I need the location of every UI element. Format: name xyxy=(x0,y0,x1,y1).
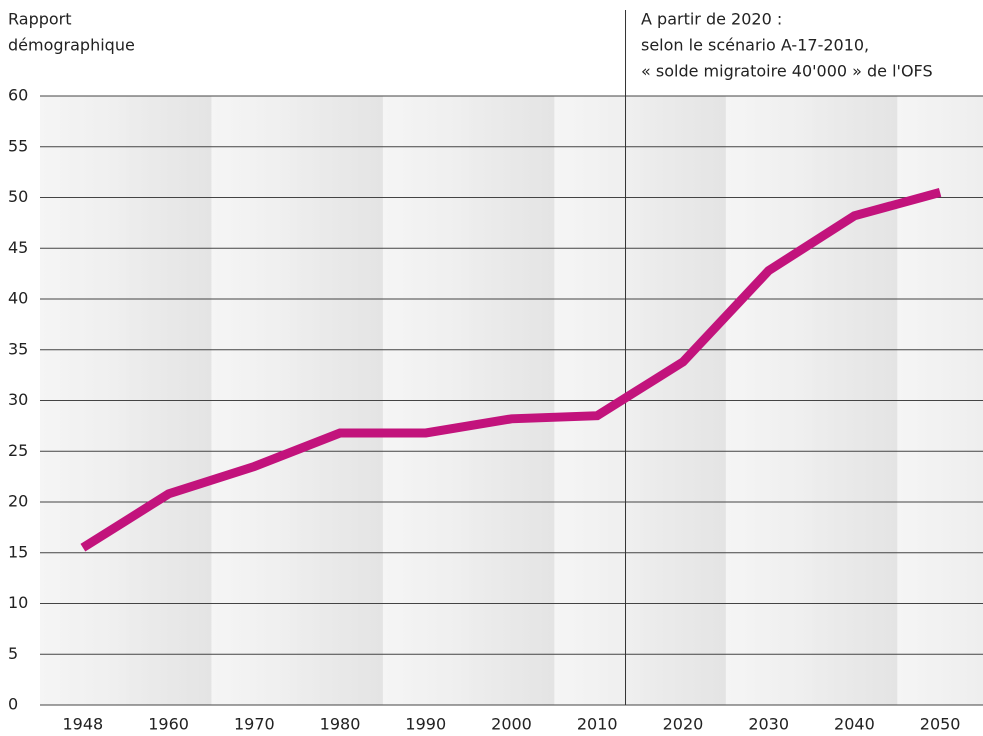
x-tick-label: 1970 xyxy=(234,715,275,734)
y-tick-label: 20 xyxy=(8,492,28,511)
x-tick-label: 2010 xyxy=(577,715,618,734)
x-tick-label: 1980 xyxy=(320,715,361,734)
y-tick-label: 35 xyxy=(8,339,28,358)
x-tick-label: 2000 xyxy=(491,715,532,734)
y-tick-label: 10 xyxy=(8,593,28,612)
annotation: A partir de 2020 : xyxy=(641,10,782,29)
x-tick-label: 2030 xyxy=(748,715,789,734)
x-tick-label: 1960 xyxy=(148,715,189,734)
y-tick-label: 40 xyxy=(8,289,28,308)
x-tick-label: 2020 xyxy=(663,715,704,734)
annotation: selon le scénario A-17-2010, xyxy=(641,36,869,55)
y-tick-label: 45 xyxy=(8,238,28,257)
x-tick-label: 1948 xyxy=(63,715,104,734)
y-tick-label: 0 xyxy=(8,695,18,714)
y-axis-label: démographique xyxy=(8,36,135,55)
x-tick-label: 1990 xyxy=(405,715,446,734)
annotation: « solde migratoire 40'000 » de l'OFS xyxy=(641,62,933,81)
x-tick-label: 2050 xyxy=(920,715,961,734)
y-tick-label: 25 xyxy=(8,441,28,460)
y-tick-label: 30 xyxy=(8,390,28,409)
x-tick-label: 2040 xyxy=(834,715,875,734)
y-tick-label: 55 xyxy=(8,136,28,155)
y-tick-label: 15 xyxy=(8,542,28,561)
y-tick-label: 50 xyxy=(8,187,28,206)
y-axis-label: Rapport xyxy=(8,10,72,29)
grid xyxy=(40,95,983,706)
data-line xyxy=(80,188,942,552)
y-tick-label: 5 xyxy=(8,644,18,663)
y-tick-label: 60 xyxy=(8,86,28,105)
